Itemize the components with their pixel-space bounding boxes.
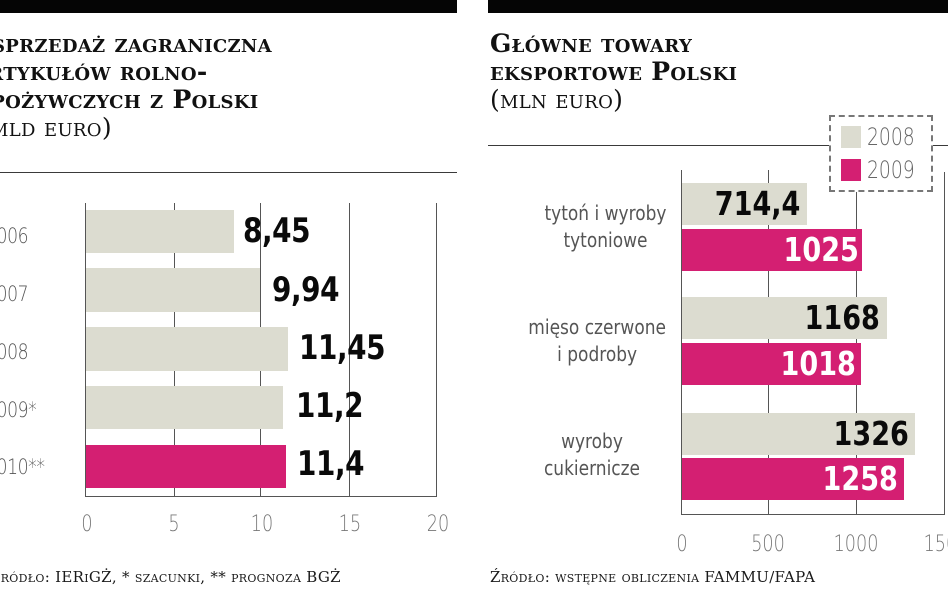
left-x-tick: 0 bbox=[81, 512, 93, 537]
left-header-bar bbox=[0, 0, 457, 13]
left-x-tick: 15 bbox=[338, 512, 362, 537]
right-x-tick: 1000 bbox=[833, 532, 879, 557]
left-x-tick: 10 bbox=[250, 512, 274, 537]
left-title-rule bbox=[0, 172, 457, 173]
right-grid-1500 bbox=[944, 172, 945, 514]
right-grid-0 bbox=[681, 170, 682, 514]
left-category-label: 2010** bbox=[0, 455, 45, 479]
value-2009: 1258 bbox=[822, 459, 898, 498]
category-line: tytoniowe bbox=[563, 228, 648, 252]
left-value-label: 11,2 bbox=[296, 386, 364, 426]
value-2008: 1326 bbox=[833, 414, 909, 453]
bar-2009 bbox=[682, 343, 861, 385]
left-value-label: 11,4 bbox=[297, 444, 365, 484]
left-category-label: 2007 bbox=[0, 282, 29, 306]
right-x-tick: 1500 bbox=[923, 532, 948, 557]
legend-label: 2008 bbox=[867, 123, 915, 151]
right-category-label: tytoń i wyroby tytoniowe bbox=[544, 200, 666, 254]
left-bar bbox=[86, 268, 260, 312]
value-2008: 1168 bbox=[804, 298, 880, 337]
right-title-rule bbox=[488, 145, 948, 146]
right-header-bar bbox=[488, 0, 948, 13]
bar-2009 bbox=[682, 458, 904, 500]
left-bar bbox=[86, 386, 283, 429]
left-category-label: 2006 bbox=[0, 224, 29, 248]
category-line: tytoń i wyroby bbox=[544, 201, 666, 225]
left-grid-15 bbox=[349, 203, 350, 496]
right-x-tick: 500 bbox=[751, 532, 785, 557]
right-source-note: Źródło: wstępne obliczenia FAMMU/FAPA bbox=[490, 568, 816, 586]
left-title-line-2: artykułów rolno- bbox=[0, 57, 208, 86]
left-category-label: 2008 bbox=[0, 340, 29, 364]
right-title-line-1: Główne towary bbox=[490, 29, 693, 58]
value-2009: 1018 bbox=[780, 344, 856, 383]
right-title-line-2: eksportowe Polski bbox=[490, 57, 738, 86]
category-line: mięso czerwone bbox=[528, 315, 666, 339]
left-grid-0 bbox=[85, 203, 86, 496]
left-chart-title: sprzedaż zagraniczna artykułów rolno- sp… bbox=[0, 30, 272, 142]
bar-2008 bbox=[682, 297, 887, 339]
category-line: i podroby bbox=[557, 342, 638, 366]
legend-swatch-grey bbox=[841, 126, 861, 148]
bar-2008 bbox=[682, 413, 915, 455]
left-bar bbox=[86, 327, 288, 371]
right-x-axis bbox=[681, 514, 945, 515]
left-grid-20 bbox=[436, 203, 437, 496]
value-2008: 714,4 bbox=[714, 184, 800, 223]
legend: 2008 2009 bbox=[829, 115, 933, 192]
bar-2009 bbox=[682, 229, 862, 271]
left-x-tick: 20 bbox=[426, 512, 450, 537]
value-2009: 1025 bbox=[783, 230, 859, 269]
left-x-axis bbox=[85, 496, 437, 497]
left-bar bbox=[86, 210, 234, 253]
right-category-label: mięso czerwone i podroby bbox=[528, 314, 666, 368]
left-value-label: 11,45 bbox=[299, 328, 386, 368]
legend-swatch-pink bbox=[841, 159, 861, 181]
category-line: wyroby bbox=[561, 429, 623, 453]
category-line: cukiernicze bbox=[543, 456, 640, 480]
left-x-tick: 5 bbox=[168, 512, 180, 537]
left-title-line-3: spożywczych z Polski bbox=[0, 85, 259, 114]
left-value-label: 8,45 bbox=[243, 211, 311, 251]
left-title-unit: (mld euro) bbox=[0, 113, 112, 142]
legend-label: 2009 bbox=[867, 156, 915, 184]
right-title-unit: (mln euro) bbox=[490, 85, 624, 114]
left-category-label: 2009* bbox=[0, 398, 37, 422]
left-value-label: 9,94 bbox=[272, 270, 340, 310]
legend-item-2009: 2009 bbox=[841, 155, 928, 185]
bar-2008 bbox=[682, 183, 807, 225]
legend-item-2008: 2008 bbox=[841, 122, 928, 152]
right-x-tick: 0 bbox=[676, 532, 688, 557]
left-title-line-1: sprzedaż zagraniczna bbox=[0, 29, 272, 58]
right-category-label: wyroby cukiernicze bbox=[544, 428, 640, 482]
right-grid-500 bbox=[768, 170, 769, 514]
left-bar-highlight bbox=[86, 445, 286, 488]
right-chart-title: Główne towary eksportowe Polski (mln eur… bbox=[490, 30, 737, 114]
left-source-note: Źródło: IERiGŻ, * szacunki, ** prognoza … bbox=[0, 568, 341, 586]
